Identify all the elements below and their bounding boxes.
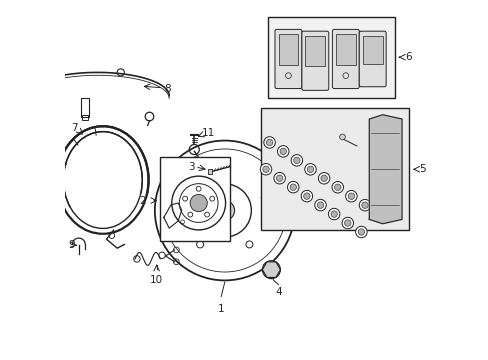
Circle shape bbox=[260, 163, 271, 175]
Bar bbox=[82, 116, 88, 120]
Text: 3: 3 bbox=[188, 162, 195, 172]
Polygon shape bbox=[368, 115, 401, 224]
Text: 7: 7 bbox=[71, 123, 77, 133]
Circle shape bbox=[301, 190, 312, 202]
Circle shape bbox=[277, 146, 288, 157]
Circle shape bbox=[339, 134, 345, 140]
Bar bbox=[362, 36, 382, 64]
Text: 5: 5 bbox=[419, 164, 425, 174]
Circle shape bbox=[330, 211, 337, 217]
Circle shape bbox=[273, 172, 285, 184]
Text: 10: 10 bbox=[150, 275, 163, 285]
Bar bbox=[335, 34, 355, 64]
Circle shape bbox=[289, 184, 296, 190]
Circle shape bbox=[341, 217, 353, 229]
Bar bbox=[207, 169, 212, 174]
Circle shape bbox=[331, 181, 343, 193]
Circle shape bbox=[314, 199, 325, 211]
FancyBboxPatch shape bbox=[301, 31, 328, 90]
Text: 4: 4 bbox=[275, 287, 281, 297]
FancyBboxPatch shape bbox=[332, 30, 359, 89]
Circle shape bbox=[334, 184, 340, 190]
Circle shape bbox=[276, 175, 282, 181]
Circle shape bbox=[347, 193, 354, 199]
Circle shape bbox=[320, 175, 326, 181]
FancyBboxPatch shape bbox=[274, 30, 301, 89]
Circle shape bbox=[280, 148, 286, 154]
Bar bbox=[260, 108, 408, 230]
Text: 11: 11 bbox=[202, 129, 215, 138]
Circle shape bbox=[264, 137, 275, 148]
Bar bbox=[278, 34, 298, 64]
Circle shape bbox=[293, 157, 300, 163]
Circle shape bbox=[357, 229, 364, 235]
Circle shape bbox=[287, 181, 298, 193]
Circle shape bbox=[304, 163, 316, 175]
Circle shape bbox=[190, 194, 207, 212]
Text: 1: 1 bbox=[218, 304, 224, 314]
Text: 6: 6 bbox=[405, 52, 411, 62]
Circle shape bbox=[262, 166, 269, 172]
Text: 9: 9 bbox=[68, 239, 75, 249]
Circle shape bbox=[318, 172, 329, 184]
Bar bbox=[305, 36, 325, 66]
Circle shape bbox=[317, 202, 323, 208]
Circle shape bbox=[328, 208, 339, 220]
Circle shape bbox=[344, 220, 350, 226]
Polygon shape bbox=[262, 262, 280, 278]
Text: 8: 8 bbox=[163, 84, 170, 94]
Circle shape bbox=[266, 139, 272, 146]
Circle shape bbox=[359, 199, 370, 211]
Text: 2: 2 bbox=[139, 195, 145, 206]
Bar bbox=[267, 17, 394, 98]
Circle shape bbox=[303, 193, 309, 199]
Bar bbox=[160, 157, 230, 241]
Circle shape bbox=[290, 154, 302, 166]
Circle shape bbox=[306, 166, 313, 172]
FancyBboxPatch shape bbox=[359, 31, 386, 87]
Circle shape bbox=[361, 202, 367, 208]
Bar bbox=[81, 98, 89, 117]
Circle shape bbox=[262, 261, 280, 279]
Circle shape bbox=[345, 190, 356, 202]
Circle shape bbox=[355, 226, 366, 238]
Circle shape bbox=[215, 201, 234, 220]
